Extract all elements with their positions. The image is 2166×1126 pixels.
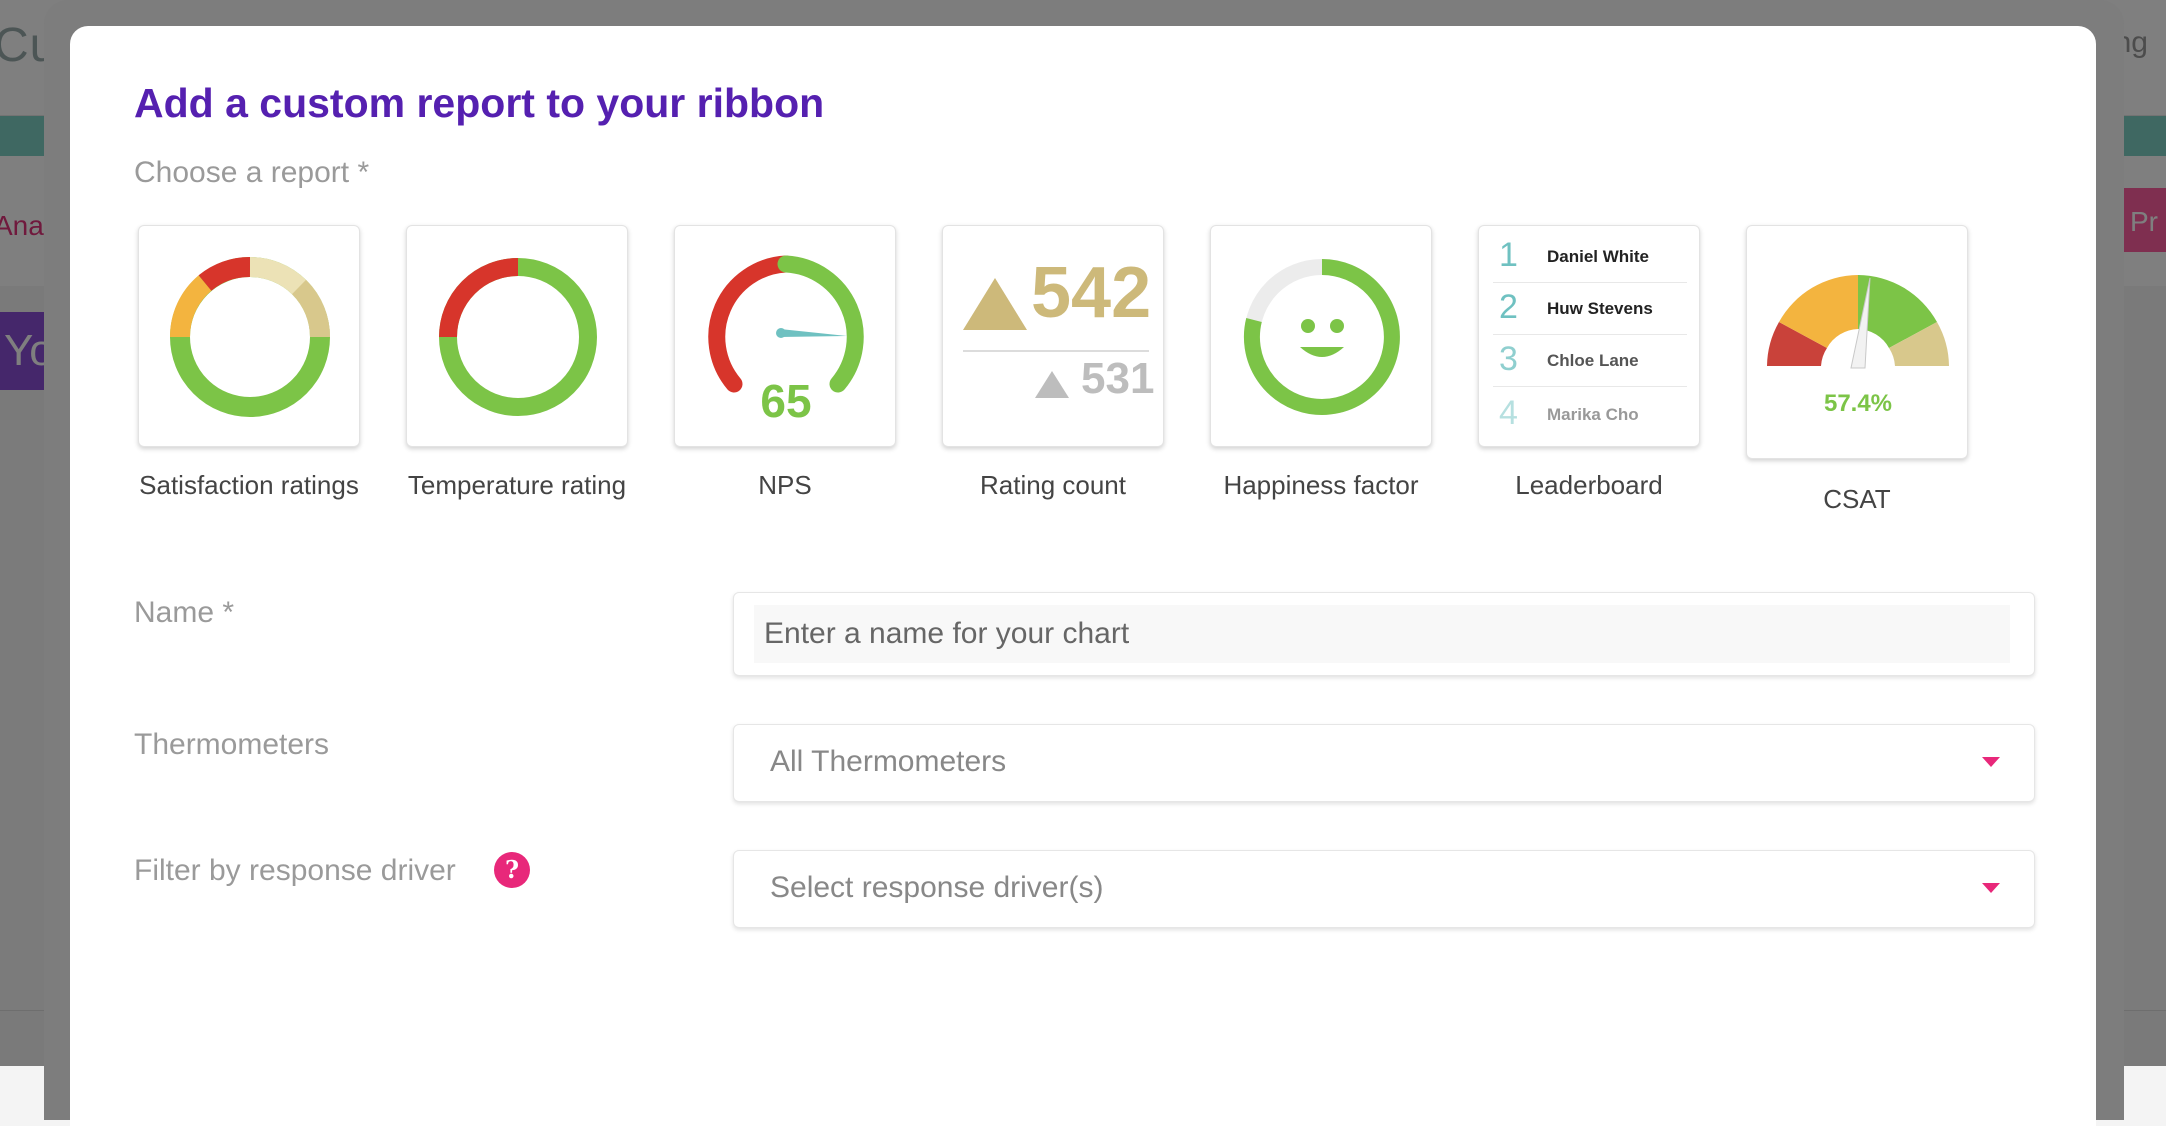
donut-chart-icon: [169, 256, 330, 417]
leaderboard-name: Huw Stevens: [1547, 299, 1653, 318]
ring-chart-icon: [439, 258, 597, 416]
chevron-down-icon: [1982, 883, 2000, 893]
report-option-happiness-factor[interactable]: Happiness factor: [1210, 225, 1432, 501]
report-label: CSAT: [1823, 484, 1891, 514]
gauge-icon: [708, 255, 864, 393]
thermometers-select[interactable]: All Thermometers: [733, 724, 2035, 802]
report-label: Temperature rating: [407, 470, 627, 500]
leaderboard-name: Marika Cho: [1547, 405, 1639, 424]
leaderboard-row: 1 Daniel White: [1493, 230, 1687, 283]
report-option-csat[interactable]: 57.4% CSAT: [1746, 225, 1968, 515]
name-field-wrapper: [733, 592, 2035, 676]
report-option-temperature-rating[interactable]: Temperature rating: [406, 225, 628, 501]
count-triangle-icon: [963, 278, 1149, 398]
modal-panel: [70, 26, 2096, 1126]
name-label: Name *: [134, 596, 235, 629]
modal-title: Add a custom report to your ribbon: [134, 80, 825, 126]
report-label: Leaderboard: [1515, 470, 1663, 500]
report-label: Rating count: [980, 470, 1126, 500]
leaderboard-rank: 3: [1499, 340, 1518, 378]
report-label: NPS: [758, 470, 812, 500]
chart-name-input[interactable]: [754, 605, 2010, 663]
leaderboard-name: Chloe Lane: [1547, 351, 1639, 370]
report-option-nps[interactable]: 65 NPS: [674, 225, 896, 501]
report-label: Satisfaction ratings: [139, 470, 359, 500]
leaderboard-row: 3 Chloe Lane: [1493, 334, 1687, 387]
leaderboard-rank: 4: [1499, 394, 1518, 432]
rating-count-small: 531: [1081, 354, 1155, 403]
response-driver-select-value: Select response driver(s): [770, 871, 1104, 904]
report-label: Happiness factor: [1223, 470, 1419, 500]
leaderboard-rank: 2: [1499, 288, 1518, 326]
leaderboard-row: 2 Huw Stevens: [1493, 282, 1687, 335]
report-option-satisfaction-ratings[interactable]: Satisfaction ratings: [138, 225, 360, 501]
leaderboard-name: Daniel White: [1547, 247, 1650, 266]
thermometers-select-value: All Thermometers: [770, 745, 1007, 778]
csat-value: 57.4%: [1823, 390, 1893, 417]
report-card[interactable]: [406, 225, 628, 447]
report-option-rating-count[interactable]: 542 531 Rating count: [942, 225, 1164, 501]
report-card[interactable]: 65: [674, 225, 896, 447]
report-card[interactable]: [1210, 225, 1432, 447]
leaderboard-row: 4 Marika Cho: [1493, 388, 1687, 440]
half-gauge-icon: [1767, 275, 1949, 369]
help-icon[interactable]: ?: [494, 852, 530, 888]
nps-value: 65: [760, 375, 812, 427]
chevron-down-icon: [1982, 757, 2000, 767]
report-option-leaderboard[interactable]: 1 Daniel White 2 Huw Stevens 3 Chloe Lan…: [1478, 225, 1700, 501]
thermometers-label: Thermometers: [134, 728, 330, 761]
report-card[interactable]: 542 531: [942, 225, 1164, 447]
response-driver-label: Filter by response driver: [134, 854, 456, 887]
response-driver-select[interactable]: Select response driver(s): [733, 850, 2035, 928]
rating-count-big: 542: [1031, 253, 1152, 333]
report-card[interactable]: [138, 225, 360, 447]
report-card[interactable]: 57.4%: [1746, 225, 1968, 459]
choose-report-label: Choose a report *: [134, 156, 370, 189]
smiley-ring-icon: [1243, 259, 1400, 415]
leaderboard-rank: 1: [1499, 236, 1518, 274]
report-card[interactable]: 1 Daniel White 2 Huw Stevens 3 Chloe Lan…: [1478, 225, 1700, 447]
